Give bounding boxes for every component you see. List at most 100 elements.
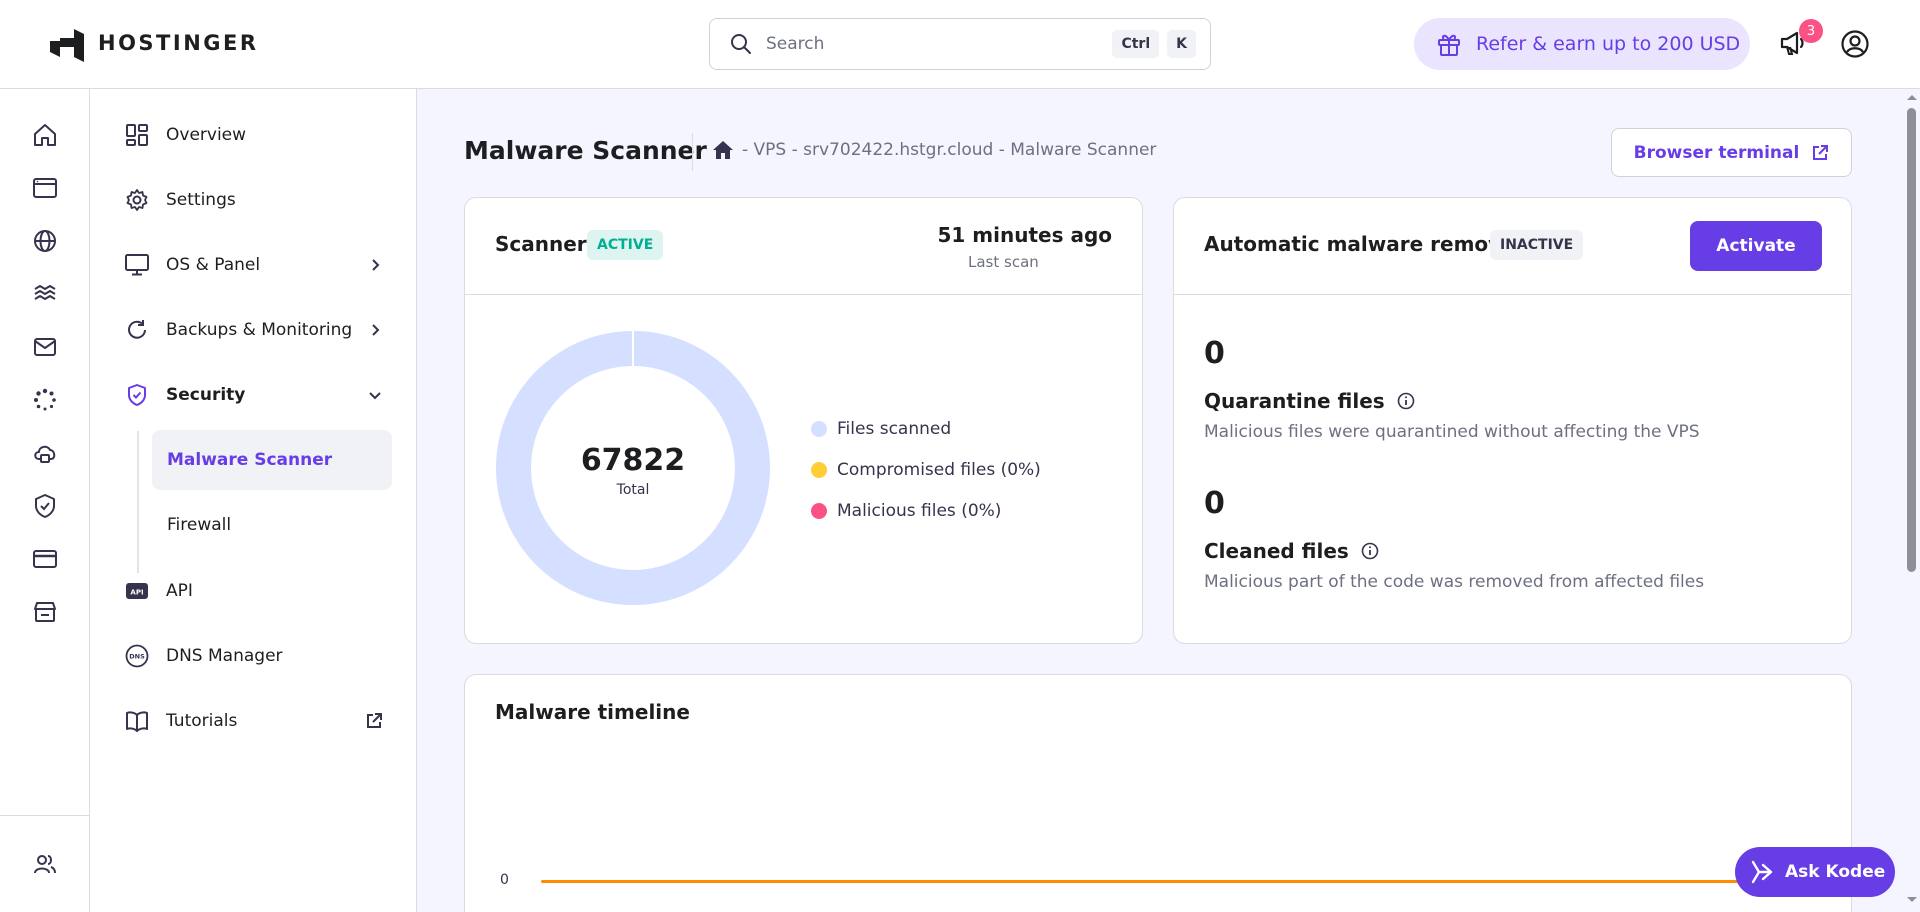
nav-malware-scanner[interactable]: Malware Scanner [152, 430, 392, 490]
refresh-icon [124, 317, 150, 343]
shortcut-ctrl: Ctrl [1112, 30, 1160, 58]
ask-kodee-button[interactable]: Ask Kodee [1735, 847, 1895, 897]
browser-terminal-button[interactable]: Browser terminal [1611, 128, 1852, 177]
timeline-y-tick: 0 [500, 872, 509, 888]
submenu-guide-line [137, 431, 139, 573]
title-divider [692, 133, 693, 171]
nav-backups-label: Backups & Monitoring [166, 320, 353, 340]
search-box[interactable]: Search Ctrl K [709, 18, 1211, 70]
legend-dot [811, 421, 827, 437]
legend-files-scanned: Files scanned [811, 419, 951, 439]
search-input[interactable]: Search [766, 34, 825, 54]
website-icon[interactable] [31, 174, 59, 202]
brand-name: HOSTINGER [98, 31, 259, 55]
rail-divider [0, 815, 90, 816]
nav-dns-label: DNS Manager [166, 646, 283, 666]
shield-check-icon [124, 382, 150, 408]
search-icon [731, 34, 751, 54]
timeline-series-line [541, 880, 1841, 883]
hosting-icon[interactable] [31, 280, 59, 308]
last-scan-label: Last scan [968, 253, 1039, 271]
home-icon[interactable] [31, 121, 59, 149]
nav-tutorials-label: Tutorials [166, 711, 238, 731]
scanner-card-header: Scanner ACTIVE 51 minutes ago Last scan [465, 198, 1142, 295]
nav-settings-label: Settings [166, 190, 236, 210]
users-icon[interactable] [31, 850, 59, 878]
notification-badge: 3 [1799, 19, 1823, 43]
shortcut-k: K [1167, 30, 1196, 58]
scrollbar-thumb[interactable] [1907, 108, 1916, 572]
removal-title: Automatic malware removal [1204, 232, 1522, 256]
hostinger-logo[interactable]: HOSTINGER [50, 24, 259, 62]
mail-icon[interactable] [31, 333, 59, 361]
chevron-down-icon [369, 392, 381, 400]
cleaned-title: Cleaned files [1204, 539, 1379, 563]
cleaned-description: Malicious part of the code was removed f… [1204, 572, 1705, 592]
kodee-sparkle-icon [1751, 860, 1773, 884]
status-badge: ACTIVE [587, 230, 664, 260]
breadcrumb: - VPS - srv702422.hstgr.cloud - Malware … [712, 140, 1156, 160]
user-circle-icon [1841, 30, 1869, 58]
page-title: Malware Scanner [464, 136, 707, 165]
info-icon[interactable] [1397, 392, 1415, 410]
external-link-icon [367, 713, 382, 728]
donut-total-value: 67822 [580, 443, 686, 478]
shield-icon[interactable] [31, 492, 59, 520]
hostinger-logo-icon [50, 24, 84, 62]
home-icon[interactable] [712, 140, 734, 160]
legend-dot [811, 503, 827, 519]
quarantine-title: Quarantine files [1204, 389, 1415, 413]
profile-button[interactable] [1840, 29, 1870, 59]
info-icon[interactable] [1361, 542, 1379, 560]
nav-api[interactable]: API API [90, 565, 417, 617]
nav-backups[interactable]: Backups & Monitoring [90, 304, 417, 356]
malware-removal-card: Automatic malware removal INACTIVE Activ… [1173, 197, 1852, 644]
chevron-right-icon [372, 324, 380, 336]
legend-malicious-files: Malicious files (0%) [811, 501, 1001, 521]
scroll-up-arrow-icon[interactable] [1905, 92, 1919, 102]
nav-os-panel[interactable]: OS & Panel [90, 239, 417, 291]
billing-icon[interactable] [31, 545, 59, 573]
quarantine-description: Malicious files were quarantined without… [1204, 422, 1700, 442]
globe-icon[interactable] [31, 227, 59, 255]
notifications-button[interactable] [1778, 28, 1808, 58]
cleaned-count: 0 [1204, 486, 1225, 521]
nav-overview[interactable]: Overview [90, 109, 417, 161]
breadcrumb-path: - VPS - srv702422.hstgr.cloud - Malware … [742, 140, 1157, 160]
monitor-icon [124, 252, 150, 278]
nav-tutorials[interactable]: Tutorials [90, 695, 417, 747]
ask-kodee-label: Ask Kodee [1785, 862, 1886, 882]
activate-button[interactable]: Activate [1690, 221, 1822, 271]
cleaned-title-label: Cleaned files [1204, 539, 1349, 563]
gift-icon [1438, 34, 1460, 56]
scanner-title: Scanner [495, 232, 587, 256]
timeline-title: Malware timeline [495, 700, 690, 724]
loading-icon[interactable] [31, 386, 59, 414]
scroll-down-arrow-icon[interactable] [1905, 895, 1919, 905]
nav-security[interactable]: Security [90, 369, 417, 421]
legend-label: Files scanned [837, 419, 952, 439]
grid-icon [124, 122, 150, 148]
nav-settings[interactable]: Settings [90, 174, 417, 226]
sub-navigation: Overview Settings OS & Panel Backups & M… [90, 89, 417, 912]
nav-firewall[interactable]: Firewall [167, 515, 232, 535]
icon-rail [0, 89, 90, 912]
refer-button[interactable]: Refer & earn up to 200 USD [1414, 18, 1750, 70]
api-icon: API [124, 578, 150, 604]
status-badge: INACTIVE [1490, 230, 1584, 260]
removal-card-header: Automatic malware removal INACTIVE Activ… [1174, 198, 1851, 295]
svg-text:DNS: DNS [129, 653, 145, 661]
chevron-right-icon [372, 259, 380, 271]
svg-text:API: API [130, 589, 143, 597]
legend-label: Compromised files (0%) [837, 460, 1041, 480]
donut-total-label: Total [616, 482, 650, 498]
store-icon[interactable] [31, 598, 59, 626]
nav-api-label: API [166, 581, 193, 601]
nav-os-panel-label: OS & Panel [166, 255, 261, 275]
top-bar: HOSTINGER Search Ctrl K Refer & earn up … [0, 0, 1920, 89]
nav-dns-manager[interactable]: DNS DNS Manager [90, 630, 417, 682]
cloud-icon[interactable] [31, 439, 59, 467]
legend-label: Malicious files (0%) [837, 501, 1002, 521]
megaphone-icon [1780, 31, 1804, 55]
last-scan-time: 51 minutes ago [937, 223, 1112, 247]
